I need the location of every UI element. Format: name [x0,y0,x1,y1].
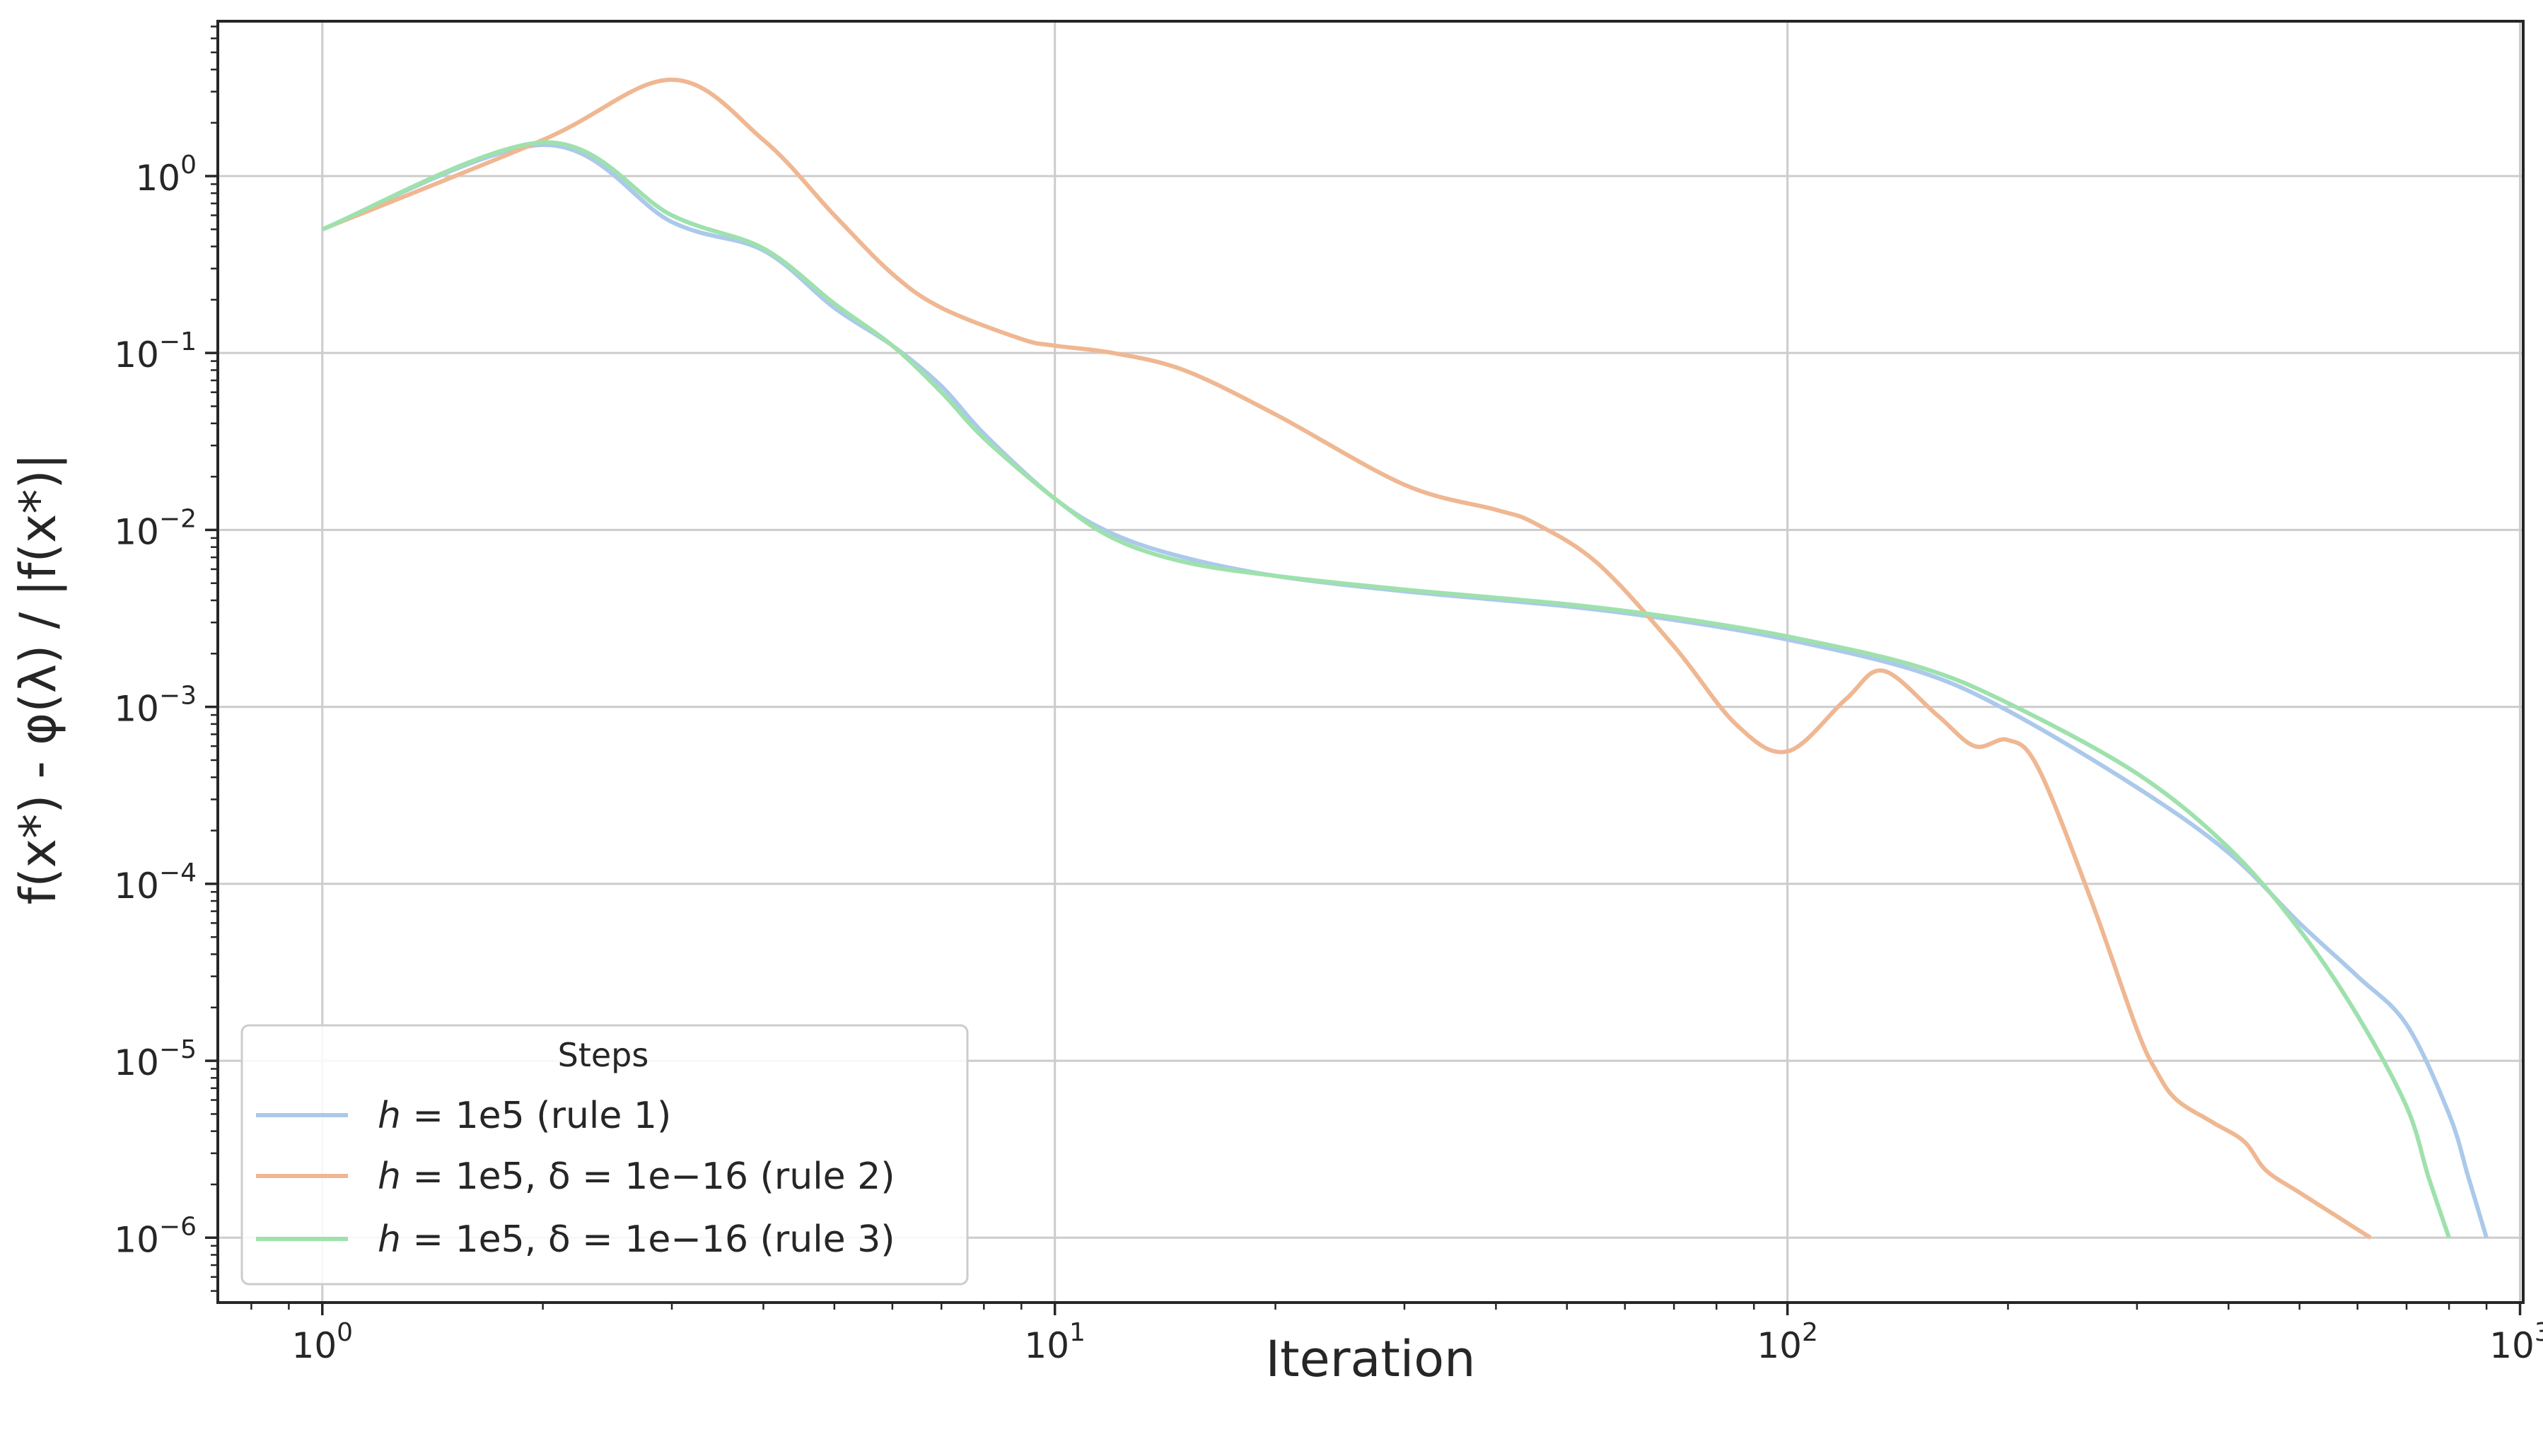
x-tick-label: 103 [2489,1318,2543,1366]
x-tick-label-exponent: 1 [1069,1318,1086,1347]
legend-label-2: h = 1e5, δ = 1e−16 (rule 2) [378,1155,895,1198]
y-tick-label-exponent: −4 [159,858,197,887]
legend: Steps h = 1e5 (rule 1)h = 1e5, δ = 1e−16… [240,1024,969,1286]
legend-label-variable: h [378,1218,401,1261]
series-line-2 [321,77,2372,1240]
x-tick-label: 100 [292,1318,354,1366]
series-layer [321,77,2489,1240]
y-axis-label-group: f(x*) - φ(λ) / |f(x*)| [9,453,67,905]
y-tick-label: 10−1 [114,327,197,375]
legend-box [240,1024,969,1286]
x-tick-label: 102 [1757,1318,1818,1366]
y-tick-label: 100 [135,151,197,199]
series-line-3 [321,140,2451,1239]
y-tick-label: 10−5 [114,1035,197,1083]
x-tick-label-base: 10 [292,1325,337,1366]
y-tick-label-base: 10 [114,1219,159,1260]
x-tick-label-exponent: 0 [337,1318,353,1347]
legend-label-3: h = 1e5, δ = 1e−16 (rule 3) [378,1218,895,1261]
y-tick-label: 10−3 [114,682,197,730]
y-tick-label-exponent: 0 [180,151,197,180]
plot-frame [216,20,2525,1304]
y-tick-label: 10−2 [114,504,197,552]
major-ticks [205,175,2522,1315]
legend-label-text: = 1e5 (rule 1) [401,1095,671,1137]
legend-label-variable: h [378,1155,401,1198]
y-axis-label: f(x*) - φ(λ) / |f(x*)| [9,453,67,905]
y-tick-label-base: 10 [114,334,159,375]
y-tick-label: 10−6 [114,1212,197,1260]
y-tick-label-exponent: −5 [159,1035,197,1064]
legend-label-1: h = 1e5 (rule 1) [378,1095,671,1137]
legend-label-variable: h [378,1095,401,1137]
y-tick-label: 10−4 [114,858,197,907]
x-axis-label: Iteration [1266,1330,1476,1388]
x-tick-label-base: 10 [1024,1325,1069,1366]
x-tick-label-base: 10 [2489,1325,2535,1366]
y-tick-label-base: 10 [114,689,159,730]
x-tick-label-base: 10 [1757,1325,1802,1366]
legend-label-text: = 1e5, δ = 1e−16 (rule 2) [401,1155,895,1198]
y-tick-label-exponent: −1 [159,327,197,356]
grid-lines [218,21,2523,1303]
legend-title: Steps [558,1036,649,1074]
y-tick-label-base: 10 [114,866,159,907]
y-tick-label-base: 10 [114,1042,159,1083]
y-tick-label-exponent: −3 [159,682,197,711]
x-tick-label: 101 [1024,1318,1086,1366]
x-tick-label-exponent: 3 [2535,1318,2543,1347]
x-tick-label-exponent: 2 [1802,1318,1818,1347]
y-tick-label-exponent: −6 [159,1212,197,1241]
legend-label-text: = 1e5, δ = 1e−16 (rule 3) [401,1218,895,1261]
y-tick-label-exponent: −2 [159,504,197,533]
y-tick-label-base: 10 [135,158,180,199]
y-tick-label-base: 10 [114,511,159,552]
